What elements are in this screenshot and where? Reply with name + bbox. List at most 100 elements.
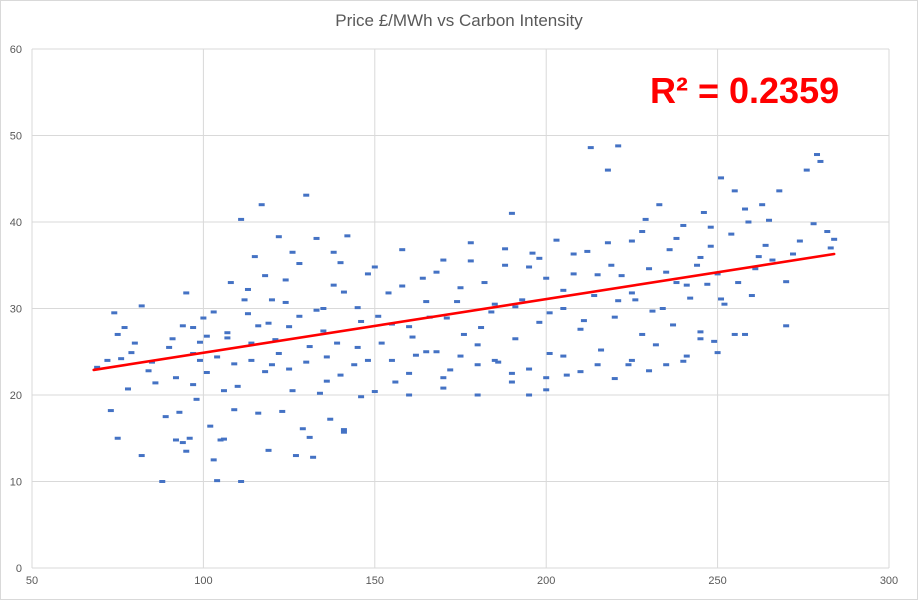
data-point: [663, 363, 670, 367]
data-point: [340, 428, 347, 432]
data-point: [663, 270, 670, 274]
data-point: [632, 298, 639, 302]
data-point: [423, 300, 430, 304]
data-point: [745, 220, 752, 224]
data-point: [282, 300, 289, 304]
data-point: [313, 236, 320, 240]
data-point: [124, 387, 131, 391]
data-point: [159, 480, 166, 483]
data-point: [268, 298, 275, 302]
data-point: [313, 308, 320, 312]
data-point: [803, 168, 810, 172]
data-point: [440, 376, 447, 380]
data-point: [244, 312, 251, 316]
data-point: [251, 255, 258, 259]
data-point: [179, 324, 186, 328]
data-point: [666, 248, 673, 252]
data-point: [769, 258, 776, 262]
data-point: [114, 436, 121, 440]
data-point: [536, 256, 543, 260]
data-point: [604, 168, 611, 172]
data-point: [406, 393, 413, 397]
data-point: [409, 335, 416, 339]
data-point: [183, 291, 190, 295]
x-tick-label: 150: [366, 575, 384, 587]
data-point: [275, 235, 282, 239]
data-point: [111, 311, 118, 315]
data-point: [406, 325, 413, 329]
chart-title: Price £/MWh vs Carbon Intensity: [335, 11, 583, 30]
data-point: [358, 319, 365, 323]
data-point: [447, 368, 454, 372]
data-point: [598, 348, 605, 352]
data-point: [262, 370, 269, 374]
data-point: [340, 430, 347, 434]
trendline-group: [92, 252, 836, 372]
data-point: [196, 358, 203, 362]
data-point: [467, 241, 474, 245]
data-point: [255, 324, 262, 328]
data-points: [94, 144, 838, 483]
data-point: [700, 210, 707, 214]
data-point: [615, 144, 622, 148]
data-point: [262, 274, 269, 278]
data-point: [231, 362, 238, 366]
data-point: [433, 270, 440, 274]
data-point: [193, 397, 200, 401]
data-point: [385, 291, 392, 295]
data-point: [457, 286, 464, 290]
data-point: [320, 307, 327, 310]
data-point: [104, 358, 111, 362]
data-point: [337, 261, 344, 265]
data-point: [649, 309, 656, 313]
data-point: [138, 454, 145, 458]
x-tick-label: 250: [708, 575, 726, 587]
data-point: [114, 332, 121, 336]
data-point: [354, 345, 361, 349]
data-point: [512, 305, 519, 309]
data-point: [766, 218, 773, 222]
data-point: [502, 247, 509, 251]
data-point: [351, 363, 358, 367]
data-point: [275, 351, 282, 355]
data-point: [687, 296, 694, 300]
data-point: [399, 284, 406, 288]
data-point: [646, 267, 653, 271]
data-point: [776, 189, 783, 193]
data-point: [248, 358, 255, 362]
data-point: [481, 281, 488, 285]
data-point: [683, 354, 690, 358]
data-point: [587, 146, 594, 150]
data-point: [628, 358, 635, 362]
data-point: [810, 222, 817, 226]
data-point: [169, 337, 176, 341]
data-point: [673, 281, 680, 285]
data-point: [118, 357, 125, 361]
data-point: [742, 332, 749, 336]
data-point: [176, 410, 183, 414]
data-point: [244, 287, 251, 291]
data-point: [107, 409, 114, 413]
data-point: [364, 358, 371, 362]
data-point: [467, 259, 474, 263]
data-point: [728, 232, 735, 236]
data-point: [814, 153, 821, 157]
data-point: [238, 480, 245, 483]
data-point: [440, 386, 447, 390]
data-point: [817, 159, 824, 163]
data-point: [286, 367, 293, 371]
data-point: [296, 262, 303, 266]
data-point: [704, 282, 711, 286]
data-point: [512, 337, 519, 341]
data-point: [742, 207, 749, 211]
data-point: [292, 454, 299, 458]
data-point: [289, 250, 296, 254]
data-point: [220, 437, 227, 441]
data-point: [731, 189, 738, 193]
data-point: [334, 341, 341, 345]
data-point: [508, 371, 515, 375]
data-point: [639, 332, 646, 336]
data-point: [200, 316, 207, 320]
data-point: [419, 276, 426, 280]
